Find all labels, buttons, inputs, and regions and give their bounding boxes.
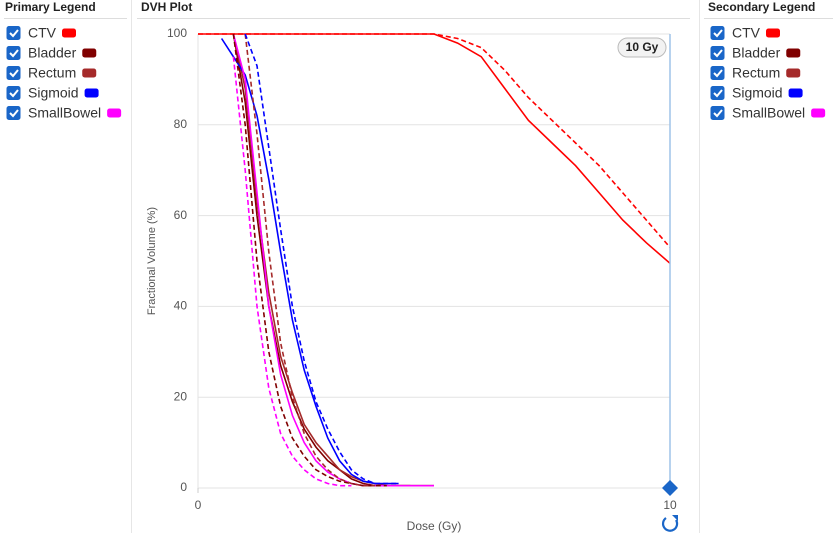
dvh-curve xyxy=(244,33,375,487)
checkbox[interactable] xyxy=(6,66,21,80)
legend-label[interactable]: Rectum xyxy=(28,65,76,81)
x-axis-label: Dose (Gy) xyxy=(407,519,462,533)
legend-swatch xyxy=(811,108,826,118)
dvh-curve xyxy=(220,38,399,485)
legend-swatch xyxy=(84,88,99,98)
checkmark xyxy=(713,49,723,58)
reset-arrow[interactable] xyxy=(672,515,678,521)
reset-button[interactable] xyxy=(661,517,679,532)
checkmark xyxy=(9,69,19,78)
panel-title: DVH Plot xyxy=(141,0,192,14)
checkbox[interactable] xyxy=(710,86,725,100)
y-tick-label: 0 xyxy=(180,480,187,494)
legend-swatch xyxy=(107,108,122,118)
legend-label[interactable]: Sigmoid xyxy=(732,85,783,101)
checkbox[interactable] xyxy=(710,106,725,120)
y-tick-label: 20 xyxy=(174,389,188,403)
legend-swatch xyxy=(82,68,97,78)
cursor-label: 10 Gy xyxy=(626,40,659,54)
dvh-curve xyxy=(232,56,352,487)
y-axis-label: Fractional Volume (%) xyxy=(146,207,158,315)
legend-swatch xyxy=(766,28,780,38)
checkmark xyxy=(9,29,19,38)
checkbox[interactable] xyxy=(6,106,21,120)
checkmark xyxy=(713,109,723,118)
cursor-handle[interactable] xyxy=(662,480,678,496)
checkmark xyxy=(713,29,723,38)
legend-label[interactable]: Bladder xyxy=(732,45,781,61)
checkmark xyxy=(9,49,19,58)
legend-label[interactable]: Sigmoid xyxy=(28,85,79,101)
legend-label[interactable]: SmallBowel xyxy=(732,105,805,121)
dvh-curve xyxy=(244,33,399,485)
y-tick-label: 40 xyxy=(174,299,188,313)
legend-label[interactable]: Rectum xyxy=(732,65,780,81)
checkmark xyxy=(9,109,19,118)
checkbox[interactable] xyxy=(6,86,21,100)
dvh-curve xyxy=(198,33,671,264)
dvh-curve xyxy=(232,33,434,487)
checkmark xyxy=(713,89,723,98)
panel-title: Secondary Legend xyxy=(708,0,815,14)
legend-swatch xyxy=(62,28,76,38)
checkbox[interactable] xyxy=(710,46,725,60)
legend-label[interactable]: Bladder xyxy=(28,45,77,61)
legend-swatch xyxy=(82,48,97,58)
checkbox[interactable] xyxy=(710,26,725,40)
y-tick-label: 100 xyxy=(167,26,187,40)
legend-swatch xyxy=(786,48,801,58)
checkmark xyxy=(9,89,19,98)
panel-title: Primary Legend xyxy=(5,0,96,14)
y-tick-label: 80 xyxy=(174,117,188,131)
checkbox[interactable] xyxy=(6,46,21,60)
x-tick-label: 0 xyxy=(195,498,202,512)
legend-label[interactable]: CTV xyxy=(28,25,57,41)
cursor-badge xyxy=(617,37,667,58)
dvh-curve xyxy=(232,33,411,487)
dvh-curve xyxy=(232,33,387,487)
checkmark xyxy=(713,69,723,78)
x-tick-label: 10 xyxy=(663,498,677,512)
legend-swatch xyxy=(786,68,801,78)
legend-swatch xyxy=(788,88,803,98)
legend-label[interactable]: SmallBowel xyxy=(28,105,101,121)
checkbox[interactable] xyxy=(710,66,725,80)
y-tick-label: 60 xyxy=(174,208,188,222)
checkbox[interactable] xyxy=(6,26,21,40)
dvh-curve xyxy=(198,33,671,248)
legend-label[interactable]: CTV xyxy=(732,25,761,41)
